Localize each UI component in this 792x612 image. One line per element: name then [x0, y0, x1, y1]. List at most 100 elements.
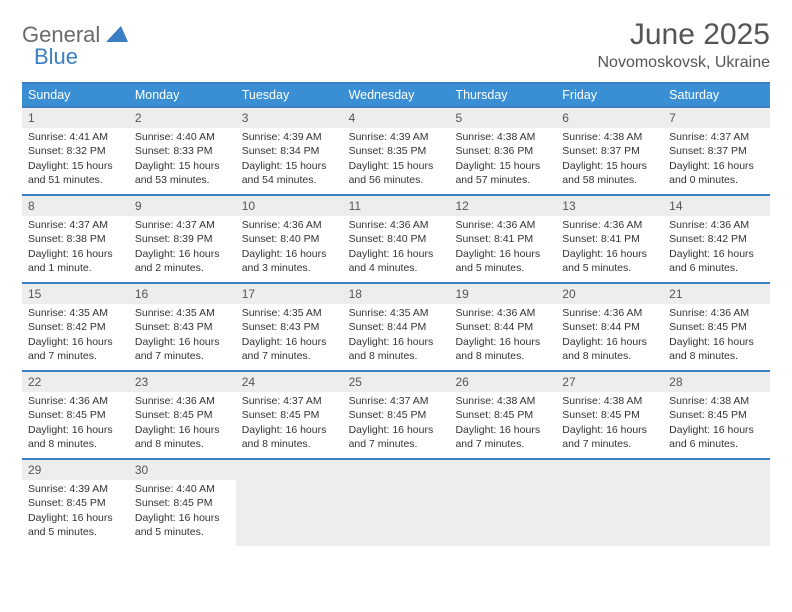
sunrise: Sunrise: 4:37 AM	[28, 218, 123, 232]
day-number: 17	[236, 284, 343, 304]
day-body: Sunrise: 4:37 AMSunset: 8:39 PMDaylight:…	[129, 216, 236, 279]
sunrise: Sunrise: 4:37 AM	[349, 394, 444, 408]
daylight: Daylight: 16 hours and 1 minute.	[28, 247, 123, 275]
sunset: Sunset: 8:43 PM	[135, 320, 230, 334]
day-cell: 3Sunrise: 4:39 AMSunset: 8:34 PMDaylight…	[236, 108, 343, 194]
weeks-container: 1Sunrise: 4:41 AMSunset: 8:32 PMDaylight…	[22, 106, 770, 546]
daylight: Daylight: 16 hours and 5 minutes.	[28, 511, 123, 539]
sunset: Sunset: 8:44 PM	[562, 320, 657, 334]
sunset: Sunset: 8:45 PM	[135, 496, 230, 510]
day-cell: 2Sunrise: 4:40 AMSunset: 8:33 PMDaylight…	[129, 108, 236, 194]
day-number: 30	[129, 460, 236, 480]
sunrise: Sunrise: 4:36 AM	[242, 218, 337, 232]
daylight: Daylight: 15 hours and 56 minutes.	[349, 159, 444, 187]
daylight: Daylight: 16 hours and 7 minutes.	[562, 423, 657, 451]
weekday-header: Sunday	[22, 84, 129, 106]
sunset: Sunset: 8:38 PM	[28, 232, 123, 246]
daylight: Daylight: 16 hours and 7 minutes.	[349, 423, 444, 451]
daylight: Daylight: 16 hours and 8 minutes.	[28, 423, 123, 451]
day-body: Sunrise: 4:36 AMSunset: 8:45 PMDaylight:…	[22, 392, 129, 455]
day-body: Sunrise: 4:39 AMSunset: 8:35 PMDaylight:…	[343, 128, 450, 191]
week-row: 8Sunrise: 4:37 AMSunset: 8:38 PMDaylight…	[22, 194, 770, 282]
day-body: Sunrise: 4:38 AMSunset: 8:45 PMDaylight:…	[556, 392, 663, 455]
weekday-header: Monday	[129, 84, 236, 106]
sunrise: Sunrise: 4:36 AM	[669, 306, 764, 320]
day-number: 23	[129, 372, 236, 392]
day-body: Sunrise: 4:36 AMSunset: 8:44 PMDaylight:…	[556, 304, 663, 367]
day-body: Sunrise: 4:36 AMSunset: 8:42 PMDaylight:…	[663, 216, 770, 279]
logo-triangle-icon	[106, 24, 128, 47]
day-body: Sunrise: 4:36 AMSunset: 8:45 PMDaylight:…	[129, 392, 236, 455]
day-number: 20	[556, 284, 663, 304]
sunrise: Sunrise: 4:36 AM	[135, 394, 230, 408]
sunset: Sunset: 8:45 PM	[28, 408, 123, 422]
day-cell: 25Sunrise: 4:37 AMSunset: 8:45 PMDayligh…	[343, 372, 450, 458]
day-number: 27	[556, 372, 663, 392]
day-cell: 26Sunrise: 4:38 AMSunset: 8:45 PMDayligh…	[449, 372, 556, 458]
day-number: 22	[22, 372, 129, 392]
sunrise: Sunrise: 4:40 AM	[135, 482, 230, 496]
day-number: 24	[236, 372, 343, 392]
sunset: Sunset: 8:39 PM	[135, 232, 230, 246]
weekday-header: Tuesday	[236, 84, 343, 106]
sunrise: Sunrise: 4:36 AM	[669, 218, 764, 232]
day-cell: 28Sunrise: 4:38 AMSunset: 8:45 PMDayligh…	[663, 372, 770, 458]
sunset: Sunset: 8:45 PM	[28, 496, 123, 510]
sunrise: Sunrise: 4:36 AM	[455, 306, 550, 320]
sunrise: Sunrise: 4:38 AM	[455, 394, 550, 408]
day-body: Sunrise: 4:41 AMSunset: 8:32 PMDaylight:…	[22, 128, 129, 191]
day-cell: 29Sunrise: 4:39 AMSunset: 8:45 PMDayligh…	[22, 460, 129, 546]
day-cell	[343, 460, 450, 546]
day-number: 3	[236, 108, 343, 128]
sunrise: Sunrise: 4:39 AM	[242, 130, 337, 144]
weekday-header: Friday	[556, 84, 663, 106]
weekday-header: Wednesday	[343, 84, 450, 106]
sunset: Sunset: 8:45 PM	[455, 408, 550, 422]
title-block: June 2025 Novomoskovsk, Ukraine	[598, 18, 771, 72]
day-cell: 8Sunrise: 4:37 AMSunset: 8:38 PMDaylight…	[22, 196, 129, 282]
day-number: 1	[22, 108, 129, 128]
sunrise: Sunrise: 4:36 AM	[455, 218, 550, 232]
day-cell: 12Sunrise: 4:36 AMSunset: 8:41 PMDayligh…	[449, 196, 556, 282]
day-body: Sunrise: 4:37 AMSunset: 8:45 PMDaylight:…	[236, 392, 343, 455]
day-body: Sunrise: 4:36 AMSunset: 8:40 PMDaylight:…	[236, 216, 343, 279]
day-cell: 9Sunrise: 4:37 AMSunset: 8:39 PMDaylight…	[129, 196, 236, 282]
day-number: 25	[343, 372, 450, 392]
day-body: Sunrise: 4:36 AMSunset: 8:45 PMDaylight:…	[663, 304, 770, 367]
daylight: Daylight: 16 hours and 7 minutes.	[242, 335, 337, 363]
sunset: Sunset: 8:45 PM	[669, 408, 764, 422]
weekday-header: Thursday	[449, 84, 556, 106]
day-cell: 7Sunrise: 4:37 AMSunset: 8:37 PMDaylight…	[663, 108, 770, 194]
calendar: SundayMondayTuesdayWednesdayThursdayFrid…	[22, 82, 770, 546]
day-body: Sunrise: 4:37 AMSunset: 8:37 PMDaylight:…	[663, 128, 770, 191]
sunrise: Sunrise: 4:35 AM	[349, 306, 444, 320]
day-body: Sunrise: 4:40 AMSunset: 8:45 PMDaylight:…	[129, 480, 236, 543]
week-row: 29Sunrise: 4:39 AMSunset: 8:45 PMDayligh…	[22, 458, 770, 546]
daylight: Daylight: 15 hours and 54 minutes.	[242, 159, 337, 187]
day-number: 29	[22, 460, 129, 480]
week-row: 15Sunrise: 4:35 AMSunset: 8:42 PMDayligh…	[22, 282, 770, 370]
sunset: Sunset: 8:36 PM	[455, 144, 550, 158]
daylight: Daylight: 16 hours and 5 minutes.	[135, 511, 230, 539]
sunrise: Sunrise: 4:35 AM	[28, 306, 123, 320]
day-cell	[449, 460, 556, 546]
sunset: Sunset: 8:35 PM	[349, 144, 444, 158]
day-body: Sunrise: 4:36 AMSunset: 8:44 PMDaylight:…	[449, 304, 556, 367]
daylight: Daylight: 16 hours and 2 minutes.	[135, 247, 230, 275]
daylight: Daylight: 16 hours and 8 minutes.	[455, 335, 550, 363]
day-body: Sunrise: 4:39 AMSunset: 8:45 PMDaylight:…	[22, 480, 129, 543]
sunset: Sunset: 8:42 PM	[669, 232, 764, 246]
day-number: 6	[556, 108, 663, 128]
sunset: Sunset: 8:45 PM	[669, 320, 764, 334]
day-body: Sunrise: 4:36 AMSunset: 8:41 PMDaylight:…	[556, 216, 663, 279]
day-number: 11	[343, 196, 450, 216]
daylight: Daylight: 16 hours and 7 minutes.	[455, 423, 550, 451]
daylight: Daylight: 15 hours and 57 minutes.	[455, 159, 550, 187]
day-body: Sunrise: 4:38 AMSunset: 8:36 PMDaylight:…	[449, 128, 556, 191]
daylight: Daylight: 16 hours and 8 minutes.	[135, 423, 230, 451]
day-body: Sunrise: 4:36 AMSunset: 8:41 PMDaylight:…	[449, 216, 556, 279]
sunrise: Sunrise: 4:41 AM	[28, 130, 123, 144]
day-cell: 20Sunrise: 4:36 AMSunset: 8:44 PMDayligh…	[556, 284, 663, 370]
sunrise: Sunrise: 4:36 AM	[562, 306, 657, 320]
sunrise: Sunrise: 4:40 AM	[135, 130, 230, 144]
